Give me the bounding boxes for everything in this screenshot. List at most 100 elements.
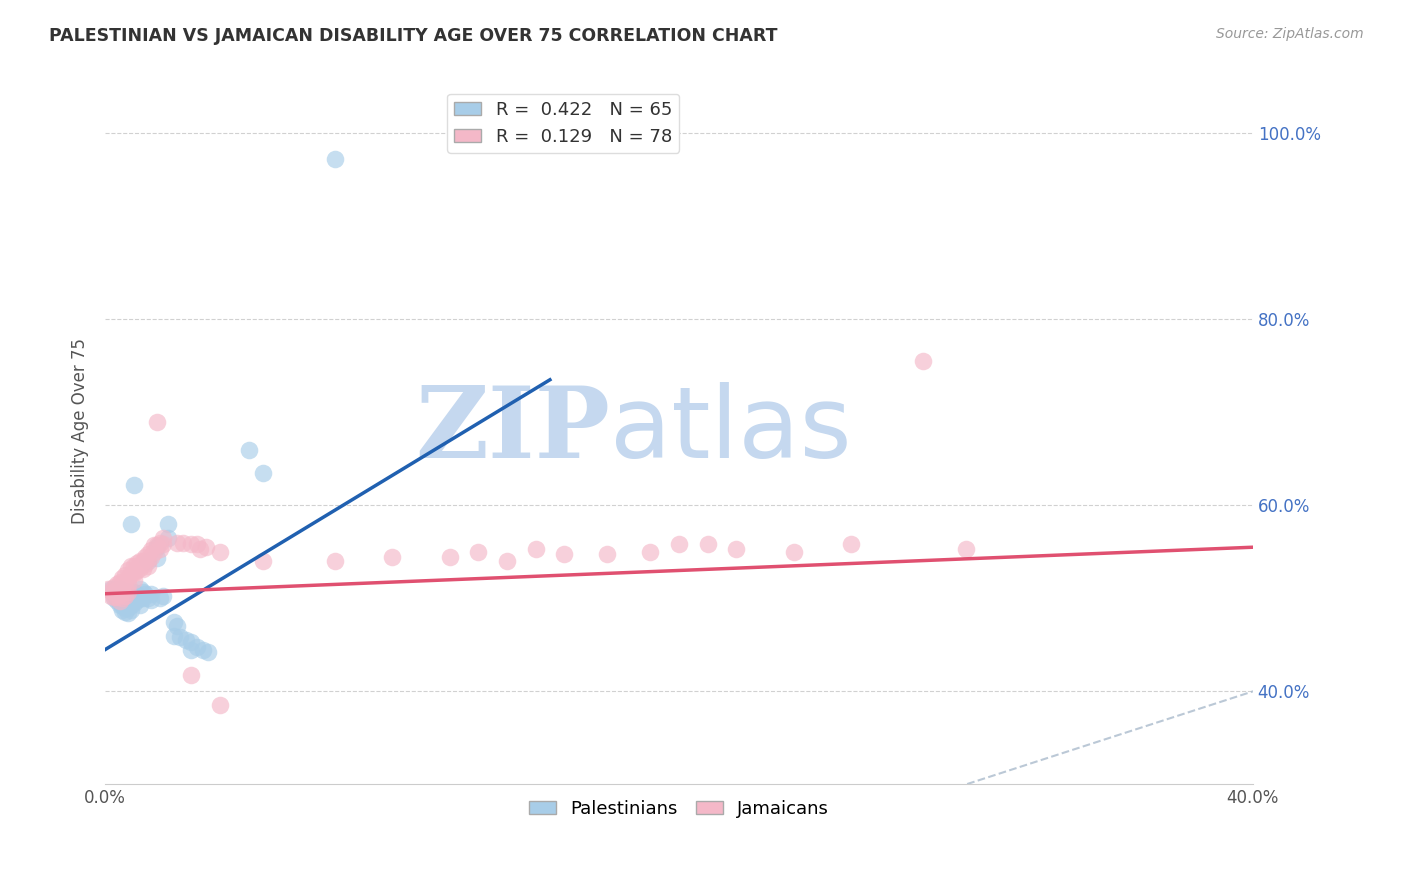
Point — [120, 592, 142, 607]
Point — [122, 573, 145, 587]
Point — [111, 571, 134, 585]
Point — [136, 547, 159, 561]
Point — [111, 602, 134, 616]
Point — [152, 531, 174, 545]
Point — [120, 558, 142, 573]
Point — [120, 567, 142, 582]
Point — [108, 582, 131, 596]
Point — [117, 607, 139, 621]
Point — [252, 554, 274, 568]
Point — [134, 557, 156, 571]
Point — [172, 535, 194, 549]
Point — [668, 537, 690, 551]
Point — [122, 596, 145, 610]
Point — [252, 466, 274, 480]
Legend: Palestinians, Jamaicans: Palestinians, Jamaicans — [522, 792, 837, 825]
Text: ZIP: ZIP — [415, 383, 610, 479]
Point — [166, 535, 188, 549]
Point — [125, 556, 148, 570]
Point — [180, 667, 202, 681]
Point — [553, 547, 575, 561]
Point — [131, 591, 153, 606]
Point — [111, 583, 134, 598]
Point — [208, 698, 231, 713]
Point — [128, 591, 150, 606]
Point — [143, 538, 166, 552]
Point — [157, 516, 180, 531]
Point — [117, 571, 139, 585]
Point — [117, 591, 139, 605]
Point — [100, 589, 122, 603]
Text: PALESTINIAN VS JAMAICAN DISABILITY AGE OVER 75 CORRELATION CHART: PALESTINIAN VS JAMAICAN DISABILITY AGE O… — [49, 27, 778, 45]
Point — [152, 589, 174, 603]
Point — [180, 635, 202, 649]
Point — [128, 598, 150, 612]
Text: Source: ZipAtlas.com: Source: ZipAtlas.com — [1216, 27, 1364, 41]
Point — [149, 535, 172, 549]
Point — [131, 554, 153, 568]
Point — [524, 542, 547, 557]
Point — [117, 595, 139, 609]
Point — [120, 598, 142, 612]
Point — [186, 640, 208, 654]
Point — [180, 537, 202, 551]
Point — [139, 587, 162, 601]
Point — [117, 564, 139, 578]
Point — [323, 554, 346, 568]
Text: atlas: atlas — [610, 383, 852, 479]
Point — [149, 542, 172, 557]
Point — [114, 568, 136, 582]
Point — [108, 598, 131, 612]
Point — [117, 585, 139, 599]
Point — [323, 153, 346, 167]
Point — [439, 549, 461, 564]
Point — [125, 587, 148, 601]
Point — [111, 593, 134, 607]
Point — [103, 591, 125, 606]
Point — [146, 538, 169, 552]
Point — [136, 552, 159, 566]
Point — [114, 591, 136, 606]
Point — [122, 558, 145, 573]
Point — [105, 590, 128, 604]
Point — [114, 605, 136, 619]
Point — [105, 590, 128, 604]
Point — [114, 596, 136, 610]
Point — [111, 589, 134, 603]
Y-axis label: Disability Age Over 75: Disability Age Over 75 — [72, 338, 89, 524]
Point — [166, 619, 188, 633]
Point — [186, 537, 208, 551]
Point — [146, 415, 169, 429]
Point — [105, 594, 128, 608]
Point — [111, 598, 134, 612]
Point — [128, 582, 150, 596]
Point — [120, 516, 142, 531]
Point — [111, 577, 134, 591]
Point — [1126, 796, 1149, 810]
Point — [120, 603, 142, 617]
Point — [131, 585, 153, 599]
Point — [197, 645, 219, 659]
Point — [103, 587, 125, 601]
Point — [163, 615, 186, 629]
Point — [125, 593, 148, 607]
Point — [696, 537, 718, 551]
Point — [128, 560, 150, 574]
Point — [108, 589, 131, 603]
Point — [108, 594, 131, 608]
Point — [120, 587, 142, 601]
Point — [136, 554, 159, 568]
Point — [839, 537, 862, 551]
Point — [114, 574, 136, 589]
Point — [114, 582, 136, 596]
Point — [122, 478, 145, 492]
Point — [467, 545, 489, 559]
Point — [174, 633, 197, 648]
Point — [111, 591, 134, 606]
Point — [136, 558, 159, 573]
Point — [191, 642, 214, 657]
Point — [122, 585, 145, 599]
Point — [134, 549, 156, 564]
Point — [117, 577, 139, 591]
Point — [596, 547, 619, 561]
